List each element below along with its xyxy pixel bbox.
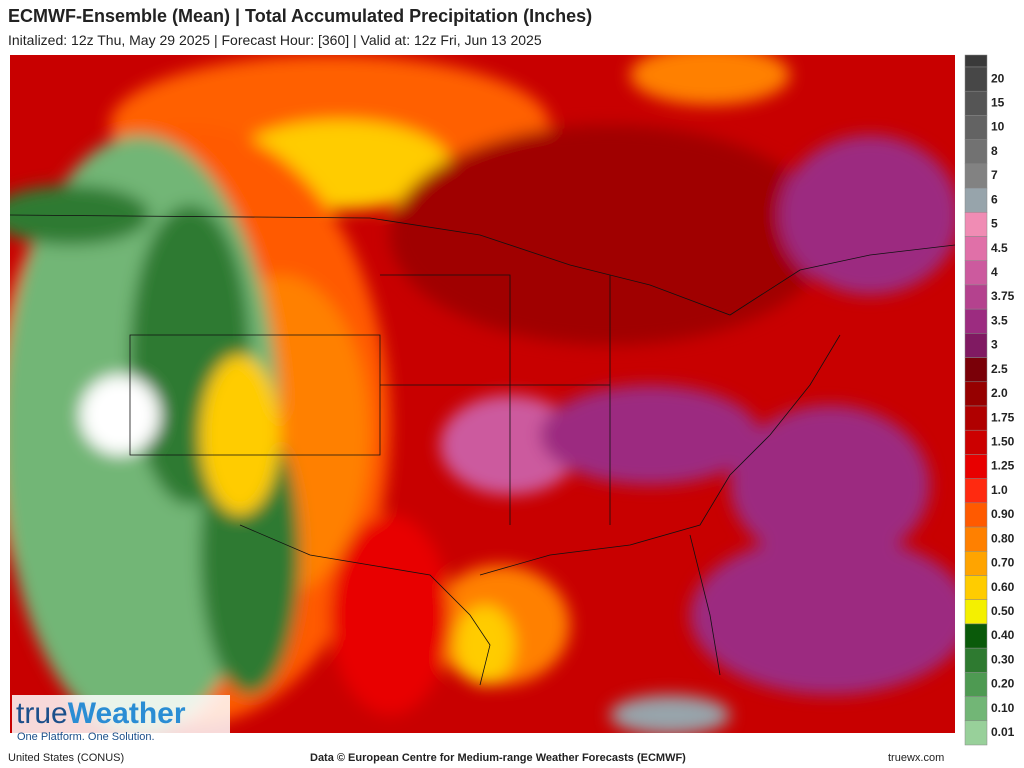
legend-label: 3.75 — [991, 289, 1015, 303]
legend-swatch — [964, 599, 988, 625]
legend-label: 0.90 — [991, 507, 1015, 521]
legend-swatch — [964, 187, 988, 213]
legend-label: 3 — [991, 338, 998, 352]
legend-swatch — [964, 405, 988, 431]
logo-name: trueWeather — [16, 697, 186, 731]
logo-name-part: true — [16, 697, 68, 730]
legend-swatch — [964, 672, 988, 697]
legend-label: 3.5 — [991, 313, 1008, 327]
legend-label: 0.50 — [991, 604, 1015, 618]
logo-name-part: Weather — [67, 697, 186, 730]
footer-credit: Data © European Centre for Medium-range … — [310, 752, 686, 764]
title: ECMWF-Ensemble (Mean) | Total Accumulate… — [8, 6, 593, 26]
legend-swatch — [964, 236, 988, 261]
legend-label: 2.0 — [991, 386, 1008, 400]
legend-swatch — [964, 526, 988, 552]
legend-swatch — [964, 551, 988, 576]
legend-label: 20 — [991, 71, 1005, 85]
legend-swatch — [964, 357, 988, 383]
legend-swatch — [964, 212, 988, 237]
legend-label: 10 — [991, 120, 1005, 134]
legend-swatch — [964, 623, 988, 649]
legend-swatch — [964, 90, 988, 116]
legend-label: 0.70 — [991, 556, 1015, 570]
footer-region: United States (CONUS) — [8, 752, 125, 764]
legend-label: 0.80 — [991, 531, 1015, 545]
precip-fields — [10, 55, 955, 733]
legend-label: 1.75 — [991, 410, 1015, 424]
legend-swatch — [964, 429, 988, 455]
legend-label: 5 — [991, 217, 998, 231]
legend-swatch — [964, 720, 988, 746]
legend-label: 0.60 — [991, 580, 1015, 594]
legend-label: 0.40 — [991, 628, 1015, 642]
footer-site: truewx.com — [888, 752, 945, 764]
legend-swatch — [964, 284, 988, 310]
legend-label: 0.20 — [991, 677, 1015, 691]
legend-swatch — [964, 66, 988, 92]
legend-swatch — [964, 478, 988, 504]
legend-swatch — [964, 696, 988, 722]
legend-swatch — [964, 139, 988, 165]
legend-label: 4.5 — [991, 241, 1008, 255]
legend-label: 2.5 — [991, 362, 1008, 376]
legend-label: 4 — [991, 265, 998, 279]
logo: trueWeather One Platform. One Solution. — [12, 695, 230, 745]
legend-swatch — [964, 454, 988, 479]
legend-label: 8 — [991, 144, 998, 158]
legend-label: 0.01 — [991, 725, 1015, 739]
borders — [10, 214, 955, 686]
legend-label: 15 — [991, 95, 1005, 109]
legend-top-cell — [964, 54, 988, 68]
legend-label: 7 — [991, 168, 998, 182]
precip-map — [10, 55, 955, 733]
legend-swatch — [964, 333, 988, 358]
legend-swatch — [964, 502, 988, 528]
legend-swatch — [964, 575, 988, 600]
legend-swatch — [964, 308, 988, 334]
logo-tagline: One Platform. One Solution. — [17, 731, 155, 743]
legend-label: 1.25 — [991, 459, 1015, 473]
legend-label: 1.0 — [991, 483, 1008, 497]
legend-swatch — [964, 647, 988, 673]
subtitle: Initalized: 12z Thu, May 29 2025 | Forec… — [8, 32, 542, 48]
legend-label: 1.50 — [991, 434, 1015, 448]
legend-label: 6 — [991, 192, 998, 206]
legend-label: 0.10 — [991, 701, 1015, 715]
legend-swatch — [964, 115, 988, 140]
legend-swatch — [964, 163, 988, 189]
legend: 20 15 10 8 7 6 5 4.5 4 3.75 3.5 3 2.5 2.0 1.75 1.50 1.25… — [964, 54, 1015, 746]
legend-swatch — [964, 381, 988, 407]
legend-label: 0.30 — [991, 652, 1015, 666]
legend-swatch — [964, 260, 988, 286]
